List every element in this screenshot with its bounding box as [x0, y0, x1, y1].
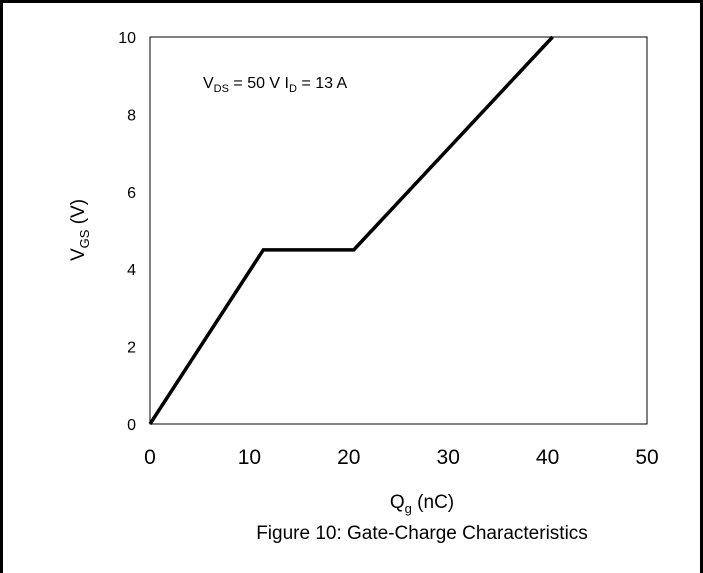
- y-axis-label: VGS (V): [68, 199, 92, 261]
- x-axis-label: Qg (nC): [390, 492, 454, 516]
- figure-caption: Figure 10: Gate-Charge Characteristics: [256, 523, 588, 544]
- y-tick-label: 10: [118, 30, 136, 47]
- x-tick-label: 40: [536, 446, 559, 469]
- vds-value: = 50 V: [229, 75, 285, 92]
- y-tick-labels: 0 2 4 6 8 10: [118, 30, 136, 434]
- x-tick-label: 50: [635, 446, 658, 469]
- x-tick-label: 30: [437, 446, 460, 469]
- id-symbol: I: [285, 75, 289, 92]
- y-axis-symbol: V: [68, 248, 89, 261]
- vds-symbol: V: [203, 75, 214, 92]
- vds-subscript: DS: [214, 83, 229, 95]
- x-axis-unit: (nC): [412, 492, 454, 513]
- y-tick-label: 2: [127, 340, 136, 357]
- y-tick-label: 6: [127, 185, 136, 202]
- x-tick-label: 10: [238, 446, 261, 469]
- x-tick-labels: 0 10 20 30 40 50: [144, 446, 659, 469]
- x-axis-subscript: g: [405, 501, 412, 516]
- vgs-series-line: [148, 35, 554, 425]
- y-axis-unit: (V): [68, 199, 89, 230]
- id-value: = 13 A: [297, 75, 348, 92]
- id-subscript: D: [289, 83, 297, 95]
- x-tick-label: 20: [337, 446, 360, 469]
- plot-area: [149, 36, 648, 425]
- y-tick-label: 0: [127, 417, 136, 434]
- series-group: [148, 35, 554, 425]
- conditions-annotation: VDS = 50 V ID = 13 A: [203, 75, 348, 95]
- y-tick-label: 8: [127, 107, 136, 124]
- y-tick-label: 4: [127, 262, 136, 279]
- x-tick-label: 0: [144, 446, 156, 469]
- x-axis-symbol: Q: [390, 492, 405, 513]
- y-axis-subscript: GS: [77, 229, 92, 248]
